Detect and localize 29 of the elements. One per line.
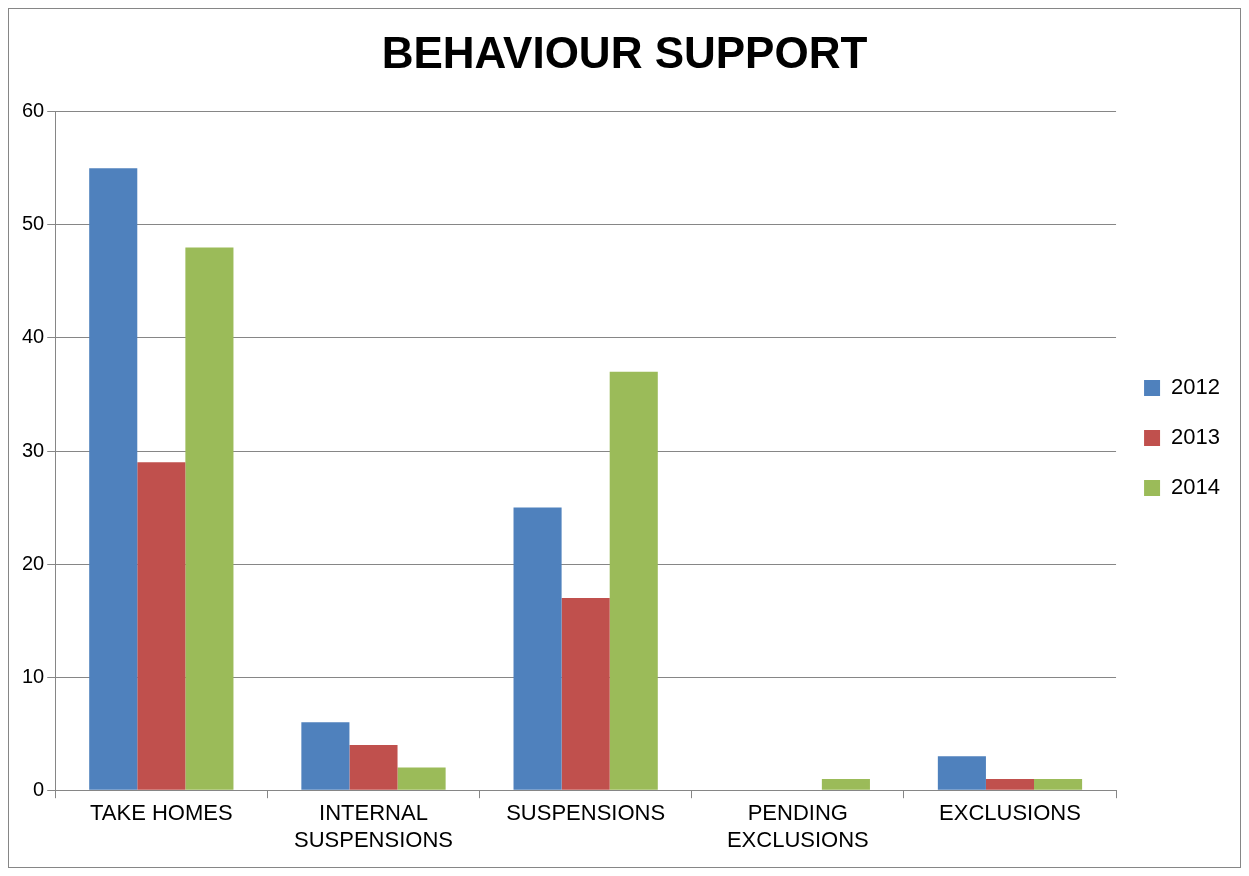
bar (513, 507, 562, 790)
y-tick-label: 50 (22, 212, 45, 235)
bar (821, 778, 870, 790)
y-tick-label: 10 (22, 664, 45, 687)
bar (397, 767, 446, 790)
legend-label: 2014 (1171, 474, 1221, 500)
bar (609, 371, 658, 790)
x-tick-label: PENDING EXCLUSIONS (726, 800, 869, 852)
y-tick-label: 40 (22, 325, 45, 348)
x-tick-label: TAKE HOMES (90, 800, 233, 826)
legend-label: 2012 (1171, 374, 1221, 400)
bar (89, 168, 138, 790)
bar (137, 462, 186, 790)
y-tick-label: 20 (22, 551, 45, 574)
bar (185, 247, 234, 790)
y-tick-label: 0 (33, 777, 45, 800)
bar (561, 597, 610, 790)
x-tick-label: EXCLUSIONS (939, 800, 1081, 826)
legend-label: 2013 (1171, 424, 1221, 450)
y-tick-label: 60 (22, 99, 45, 122)
bar (985, 778, 1035, 790)
bar (301, 722, 350, 790)
y-tick-label: 30 (22, 438, 45, 461)
bar (349, 744, 398, 790)
x-tick-label: INTERNAL SUSPENSIONS (294, 800, 453, 852)
x-tick-label: SUSPENSIONS (506, 800, 666, 826)
bar (937, 756, 986, 790)
bar (1034, 778, 1083, 790)
chart-title: BEHAVIOUR SUPPORT (381, 27, 868, 77)
